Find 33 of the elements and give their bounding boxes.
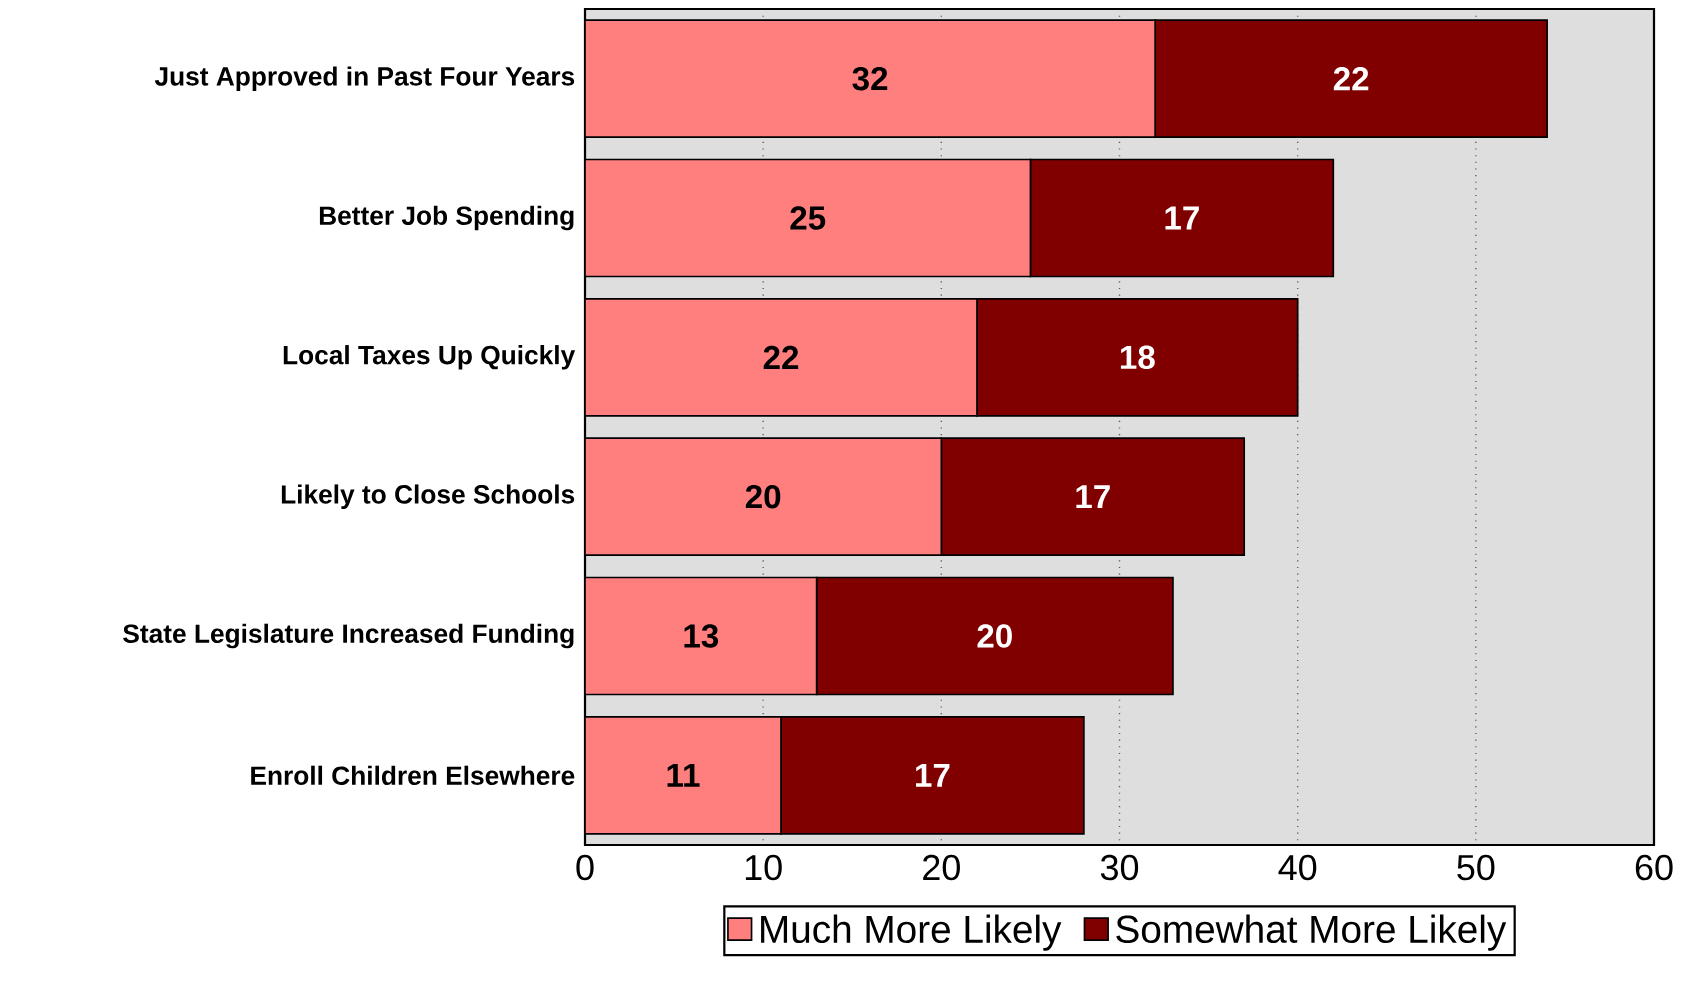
x-tick-label: 10 <box>745 854 782 881</box>
bar <box>585 716 782 835</box>
data-label: 17 <box>1076 485 1110 509</box>
x-tick-label: 30 <box>1100 854 1139 881</box>
legend-label: Somewhat More Likely <box>1116 914 1507 951</box>
y-tick-label: Better Job Spending <box>319 205 574 231</box>
x-tick-label: 40 <box>1278 854 1317 881</box>
legend-label: Much More Likely <box>761 914 1062 951</box>
bar <box>585 19 1156 138</box>
y-tick-label: Enroll Children Elsewhere <box>251 765 575 785</box>
x-tick-label: 60 <box>1635 854 1673 881</box>
x-tick-label: 50 <box>1457 854 1495 881</box>
data-label: 20 <box>745 484 781 509</box>
data-label: 17 <box>916 763 950 787</box>
bar <box>585 158 1032 278</box>
data-label: 20 <box>977 624 1012 648</box>
x-tick-label: 20 <box>923 854 960 881</box>
data-label: 22 <box>1333 67 1369 91</box>
data-label: 25 <box>790 206 826 230</box>
data-label: 18 <box>1120 345 1155 370</box>
data-label: 13 <box>684 624 719 648</box>
data-label: 17 <box>1165 206 1199 230</box>
bar <box>585 437 943 557</box>
y-tick-label: State Legislature Increased Funding <box>123 623 574 649</box>
bar <box>585 576 818 696</box>
data-label: 22 <box>763 345 799 369</box>
x-tick-label: 0 <box>576 854 594 881</box>
bar <box>585 298 978 417</box>
y-tick-label: Local Taxes Up Quickly <box>283 345 576 370</box>
y-tick-label: Likely to Close Schools <box>281 484 575 509</box>
y-tick-label: Just Approved in Past Four Years <box>154 66 575 91</box>
data-label: 11 <box>667 763 700 787</box>
data-label: 32 <box>852 66 888 91</box>
